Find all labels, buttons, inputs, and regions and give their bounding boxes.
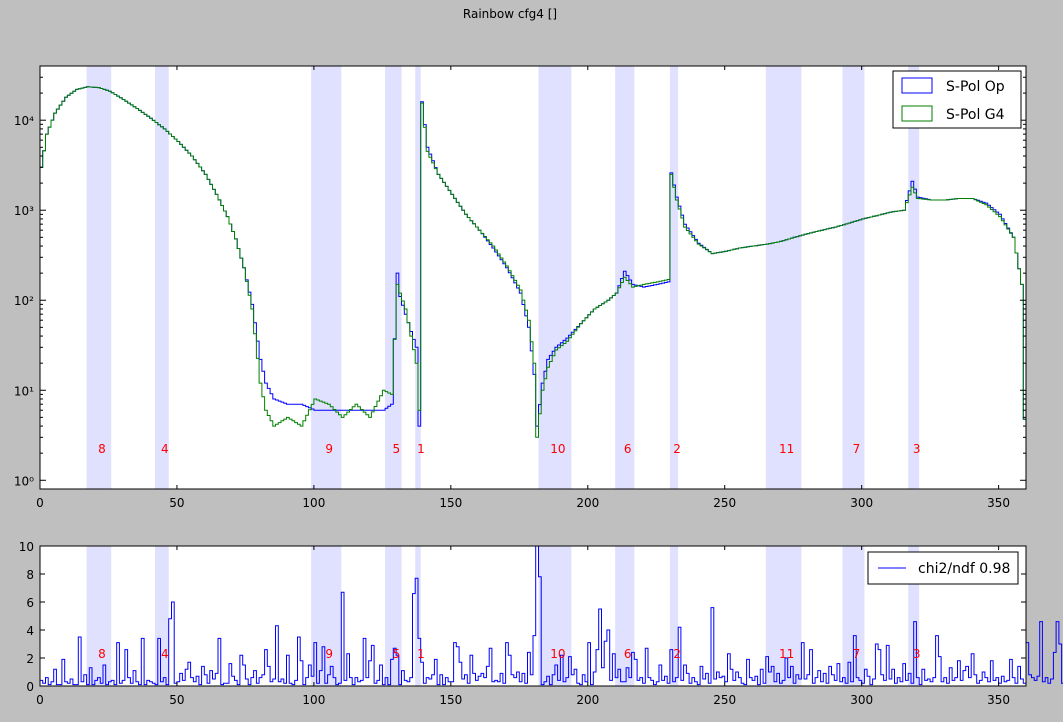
main-band-5 [385,66,402,489]
chi2-xtick-label-100: 100 [302,693,325,707]
chi2-band-5 [385,546,402,686]
main-band-7 [842,66,865,489]
chi2-band-7 [842,546,865,686]
main-ytick-label-100: 10² [14,294,34,308]
figure-title: Rainbow cfg4 [] [463,7,557,21]
chi2-xtick-label-250: 250 [713,693,736,707]
chi2-band-label-4: 4 [161,647,169,661]
legend-label-op: S-Pol Op [946,79,1005,95]
main-xtick-label-200: 200 [576,496,599,510]
chi2-ytick-label-8: 8 [26,568,34,582]
main-band-label-11: 11 [779,442,794,456]
chi2-band-9 [311,546,342,686]
main-legend: S-Pol Op S-Pol G4 [892,70,1022,129]
chi2-band-10 [538,546,572,686]
main-band-2 [669,66,679,489]
main-band-4 [155,66,169,489]
chi2-ytick-label-0: 0 [26,680,34,694]
main-series-layer [40,86,1026,438]
chi2-band-8 [86,546,112,686]
chi2-xtick-label-50: 50 [169,693,184,707]
main-ytick-label-1: 10⁰ [14,474,34,488]
main-xtick-label-150: 150 [439,496,462,510]
chi2-ytick-label-4: 4 [26,624,34,638]
main-xtick-label-50: 50 [169,496,184,510]
chi2-xtick-label-0: 0 [36,693,44,707]
main-histogram-axes: 8 4 9 5 1 10 6 2 11 7 3 0 50 100 150 200 250 300 350 10⁰ 10… [14,65,1027,510]
main-plot-area [40,66,1026,489]
chi2-xtick-label-350: 350 [987,693,1010,707]
main-band-label-6: 6 [624,442,632,456]
main-band-label-10: 10 [550,442,565,456]
chi2-band-4 [155,546,169,686]
chi2-axis-ticks: 0 50 100 150 200 250 300 350 0 2 4 6 8 10 [19,540,1026,707]
chi2-band-label-10: 10 [550,647,565,661]
main-plot-frame [39,65,1027,490]
chi2-xtick-label-300: 300 [850,693,873,707]
chi2-xtick-label-200: 200 [576,693,599,707]
main-band-11 [765,66,802,489]
main-band-label-8: 8 [98,442,106,456]
legend-label-g4: S-Pol G4 [946,107,1005,123]
main-xtick-label-350: 350 [987,496,1010,510]
main-band-label-2: 2 [673,442,681,456]
series-line-g4 [40,86,1026,438]
series-line-chi2 [40,545,1063,686]
chi2-band-label-11: 11 [779,647,794,661]
main-ytick-label-10: 10¹ [14,384,34,398]
main-band-label-1: 1 [417,442,425,456]
main-band-9 [311,66,342,489]
main-xtick-label-0: 0 [36,496,44,510]
chi2-axes: 8 4 9 5 1 10 6 2 11 7 3 0 50 100 150 200 250 300 35002468… [19,540,1063,707]
main-band-8 [86,66,112,489]
chi2-band-label-1: 1 [417,647,425,661]
main-band-label-4: 4 [161,442,169,456]
chi2-band-6 [615,546,635,686]
legend-swatch-g4 [901,105,933,122]
main-xtick-label-300: 300 [850,496,873,510]
chi2-band-label-3: 3 [913,647,921,661]
chi2-series-layer [40,545,1063,686]
legend-label-chi2: chi2/ndf 0.98 [918,561,1010,577]
chi2-band-2 [669,546,679,686]
chi2-xtick-label-150: 150 [439,693,462,707]
chi2-band-3 [908,546,920,686]
chi2-band-label-7: 7 [853,647,861,661]
main-band-label-9: 9 [325,442,333,456]
main-band-1 [415,66,421,489]
main-band-3 [908,66,920,489]
chi2-band-label-8: 8 [98,647,106,661]
chi2-band-label-6: 6 [624,647,632,661]
legend-swatch-op [901,77,933,94]
chi2-band-label-2: 2 [673,647,681,661]
main-xtick-label-100: 100 [302,496,325,510]
main-band-labels: 8 4 9 5 1 10 6 2 11 7 3 [98,442,920,456]
main-band-label-3: 3 [913,442,921,456]
chi2-band-label-5: 5 [392,647,400,661]
chi2-ytick-label-10: 10 [19,540,34,554]
main-band-label-7: 7 [853,442,861,456]
main-band-label-5: 5 [392,442,400,456]
chi2-legend: chi2/ndf 0.98 [867,551,1019,585]
chi2-band-labels: 8 4 9 5 1 10 6 2 11 7 3 [98,647,920,661]
main-xtick-label-250: 250 [713,496,736,510]
chi2-band-label-9: 9 [325,647,333,661]
main-ytick-label-10000: 10⁴ [14,114,34,128]
main-legend-box [892,70,1022,129]
main-band-10 [538,66,572,489]
chi2-band-11 [765,546,802,686]
chi2-ytick-label-2: 2 [26,652,34,666]
chi2-ytick-label-6: 6 [26,596,34,610]
chi2-plot-frame [39,545,1027,687]
main-ytick-label-1000: 10³ [14,204,34,218]
